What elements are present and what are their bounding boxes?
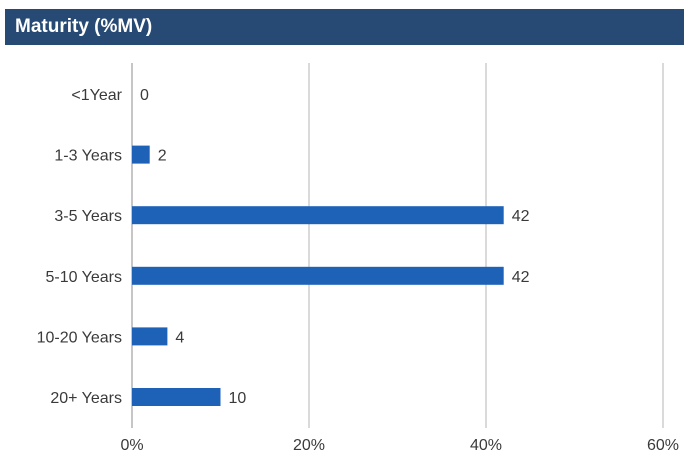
bar <box>132 206 504 225</box>
category-label: 20+ Years <box>50 390 122 407</box>
chart-title: Maturity (%MV) <box>15 16 153 37</box>
data-label: 4 <box>175 329 184 346</box>
data-label: 10 <box>229 390 247 407</box>
data-label: 2 <box>158 148 167 165</box>
x-tick-label: 40% <box>470 437 502 454</box>
data-label: 0 <box>140 87 149 104</box>
category-label: <1Year <box>71 87 122 104</box>
bar <box>132 145 150 164</box>
data-label: 42 <box>512 269 530 286</box>
x-tick-label: 20% <box>293 437 325 454</box>
chart-header: Maturity (%MV) <box>5 9 684 45</box>
category-label: 3-5 Years <box>54 208 122 225</box>
x-tick-label: 0% <box>120 437 143 454</box>
category-label: 10-20 Years <box>37 329 122 346</box>
data-label: 42 <box>512 208 530 225</box>
category-label: 1-3 Years <box>54 148 122 165</box>
bar <box>132 327 168 346</box>
x-tick-label: 60% <box>647 437 679 454</box>
category-label: 5-10 Years <box>45 269 122 286</box>
bar <box>132 266 504 285</box>
bar <box>132 388 221 406</box>
